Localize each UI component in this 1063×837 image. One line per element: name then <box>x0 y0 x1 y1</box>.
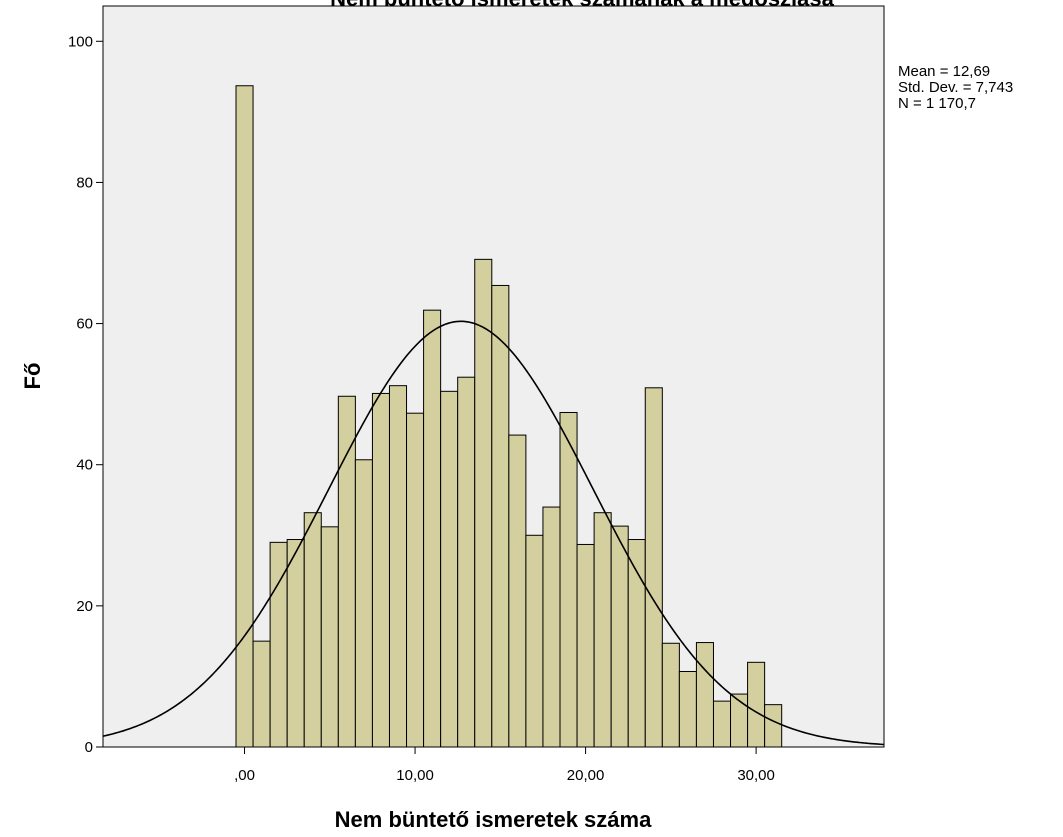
x-tick-label: ,00 <box>234 767 255 784</box>
y-tick-label: 40 <box>76 457 93 474</box>
histogram-bar <box>406 412 425 748</box>
histogram-bar <box>423 309 442 748</box>
y-axis: 0 20 40 60 80 100 <box>68 33 103 756</box>
stats-std-dev: Std. Dev. = 7,743 <box>898 79 1014 96</box>
histogram-bar <box>542 506 561 748</box>
x-axis: ,00 10,00 20,00 30,00 <box>234 747 775 784</box>
histogram-bar <box>576 543 595 748</box>
histogram-bar <box>712 700 732 748</box>
statistics-box: Mean = 12,69 Std. Dev. = 7,743 N = 1 170… <box>898 64 1013 112</box>
y-tick-label: 20 <box>76 598 93 615</box>
histogram-bar <box>474 258 493 748</box>
x-axis-title: Nem büntető ismeretek száma <box>335 807 652 832</box>
histogram-bar <box>235 85 254 748</box>
histogram-bar <box>764 704 783 748</box>
histogram-bar <box>371 392 390 748</box>
histogram-bar <box>440 390 459 748</box>
histogram-bar <box>559 411 578 748</box>
x-tick-label: 10,00 <box>396 767 434 784</box>
histogram-bar <box>320 526 339 748</box>
y-axis-title: Fő <box>20 363 45 390</box>
histogram-bar <box>678 670 697 748</box>
histogram-bar <box>695 642 714 748</box>
histogram-bar <box>610 525 629 748</box>
histogram-bar <box>303 512 322 748</box>
x-tick-label: 30,00 <box>737 767 775 784</box>
y-tick-label: 80 <box>76 174 93 191</box>
histogram-bar <box>388 385 408 748</box>
histogram-bar <box>252 640 271 748</box>
y-tick-label: 0 <box>85 739 93 756</box>
y-tick-label: 100 <box>68 33 93 50</box>
histogram-bar <box>525 534 544 748</box>
stats-mean: Mean = 12,69 <box>898 63 991 80</box>
y-tick-label: 60 <box>76 316 93 333</box>
histogram-bar <box>508 434 527 748</box>
histogram-bar <box>286 539 305 748</box>
histogram-bar <box>747 661 766 748</box>
histogram-bar <box>457 376 476 748</box>
histogram-bar <box>730 693 749 748</box>
x-tick-label: 20,00 <box>567 767 605 784</box>
stats-n: N = 1 170,7 <box>898 95 976 112</box>
normal-curve <box>102 320 885 746</box>
histogram-bar <box>644 387 663 748</box>
histogram-bar <box>491 284 510 748</box>
histogram-bar <box>661 642 680 748</box>
histogram-bar <box>354 459 373 748</box>
bars-group <box>235 85 783 748</box>
histogram-bar <box>593 512 612 748</box>
histogram-bar <box>337 395 356 748</box>
